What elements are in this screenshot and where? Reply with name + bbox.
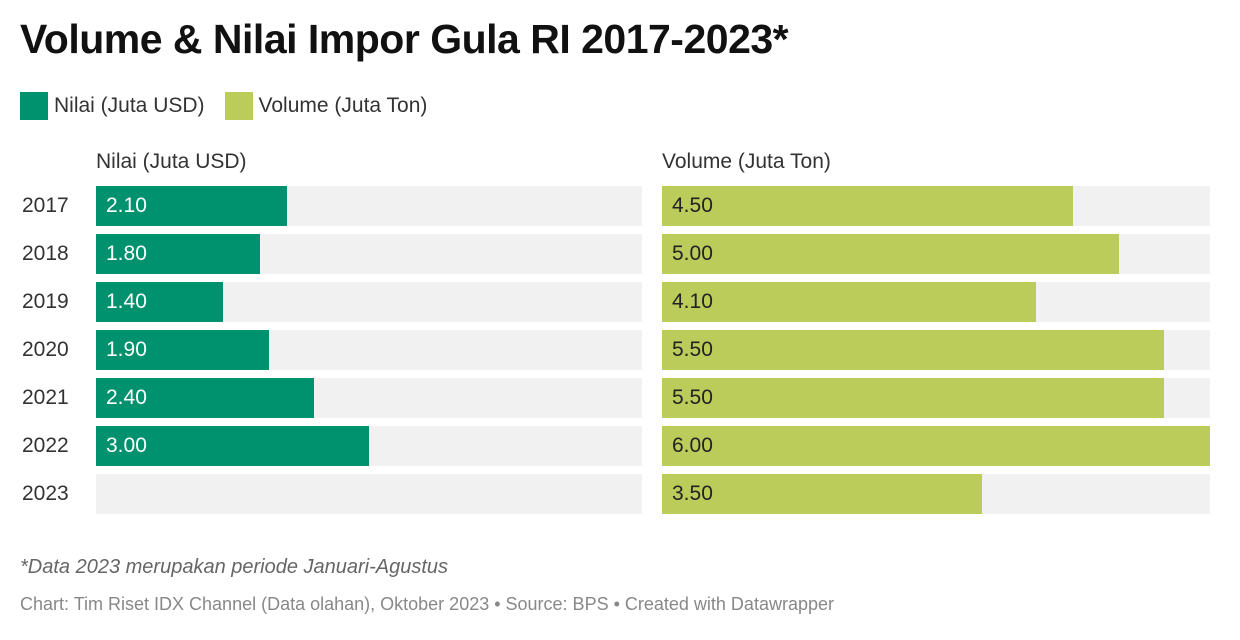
legend-swatch-volume <box>224 92 253 120</box>
data-label: 3.50 <box>672 482 713 505</box>
bar <box>662 186 1073 226</box>
bar <box>662 378 1165 418</box>
legend-swatch-nilai <box>20 92 48 120</box>
data-label: 3.00 <box>106 434 147 457</box>
year-label: 2021 <box>22 386 69 409</box>
bar-track: 2.40 <box>96 378 642 418</box>
chart-title: Volume & Nilai Impor Gula RI 2017-2023* <box>20 16 789 62</box>
bar <box>96 378 315 418</box>
data-label: 5.50 <box>672 338 713 361</box>
panel-title-nilai: Nilai (Juta USD) <box>96 150 247 173</box>
data-label: 2.10 <box>106 194 147 217</box>
bar-track: 2.10 <box>96 186 642 226</box>
data-label: 5.50 <box>672 386 713 409</box>
legend: Nilai (Juta USD) Volume (Juta Ton) <box>20 92 427 120</box>
bar-track: 1.90 <box>96 330 642 370</box>
panel-title-volume: Volume (Juta Ton) <box>662 150 831 173</box>
year-label: 2019 <box>22 290 69 313</box>
data-label: 4.50 <box>672 194 713 217</box>
legend-label-volume: Volume (Juta Ton) <box>258 94 428 117</box>
bar <box>662 474 982 514</box>
bar-track: 1.40 <box>96 282 642 322</box>
year-label: 2023 <box>22 482 69 505</box>
bar <box>96 330 269 370</box>
legend-item-nilai: Nilai (Juta USD) <box>20 92 205 120</box>
data-label: 2.40 <box>106 386 147 409</box>
year-label: 2018 <box>22 242 69 265</box>
bar <box>96 186 288 226</box>
bar-track: 3.00 <box>96 426 642 466</box>
year-label: 2022 <box>22 434 69 457</box>
data-label: 6.00 <box>672 434 713 457</box>
legend-label-nilai: Nilai (Juta USD) <box>54 94 205 117</box>
bar <box>96 234 260 274</box>
bar <box>662 282 1037 322</box>
year-label: 2020 <box>22 338 69 361</box>
bar-track: 1.80 <box>96 234 642 274</box>
source-footer: Chart: Tim Riset IDX Channel (Data olaha… <box>20 594 834 614</box>
bar-track: 5.00 <box>662 234 1210 274</box>
year-label: 2017 <box>22 194 69 217</box>
bar-track: 5.50 <box>662 330 1210 370</box>
footnote: *Data 2023 merupakan periode Januari-Agu… <box>20 556 449 578</box>
bar-track: 4.50 <box>662 186 1210 226</box>
bar <box>96 282 224 322</box>
bar <box>662 330 1165 370</box>
bar-track <box>96 474 642 514</box>
data-label: 1.40 <box>106 290 147 313</box>
bar <box>662 426 1210 466</box>
bar-track: 3.50 <box>662 474 1210 514</box>
bar-track: 6.00 <box>662 426 1210 466</box>
bar <box>96 426 369 466</box>
bar-track: 5.50 <box>662 378 1210 418</box>
bar-track: 4.10 <box>662 282 1210 322</box>
bar <box>662 234 1119 274</box>
data-label: 5.00 <box>672 242 713 265</box>
data-label: 1.90 <box>106 338 147 361</box>
data-label: 4.10 <box>672 290 713 313</box>
legend-item-volume: Volume (Juta Ton) <box>224 92 428 120</box>
data-label: 1.80 <box>106 242 147 265</box>
